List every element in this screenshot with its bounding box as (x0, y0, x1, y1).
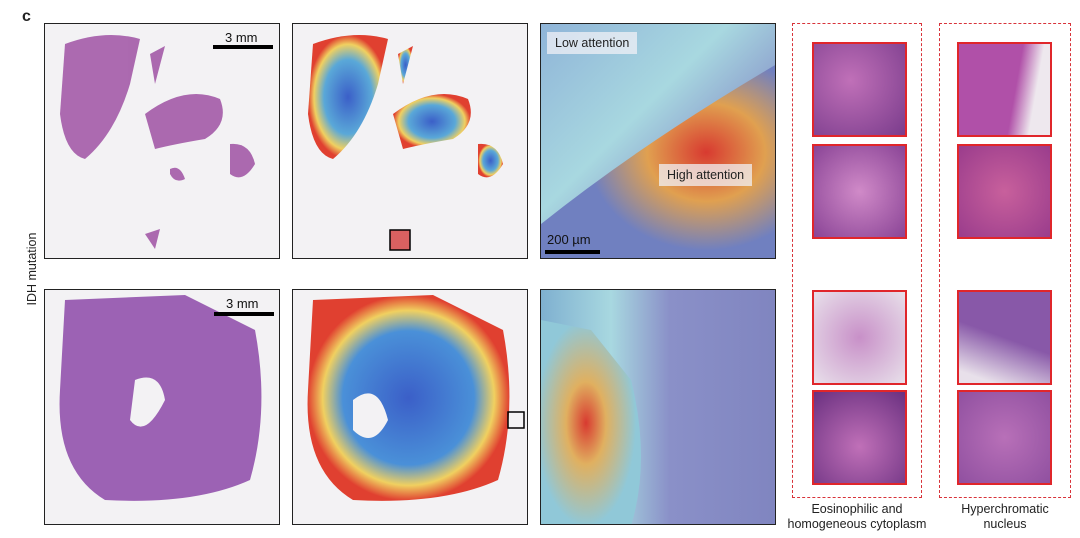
patch-tile (812, 144, 907, 239)
feature-group-box (792, 23, 922, 498)
scale-bar-label: 3 mm (225, 30, 258, 45)
patch-tile (957, 144, 1052, 239)
zoomed-attention-row1: Low attention High attention 200 µm (540, 23, 776, 259)
feature-group-box (939, 23, 1071, 498)
patch-tile (812, 290, 907, 385)
attention-heatmap-row2 (292, 289, 528, 525)
patch-tile (957, 42, 1052, 137)
row-label: IDH mutation (25, 232, 39, 306)
caption-line: homogeneous cytoplasm (787, 517, 927, 531)
scale-bar-label: 200 µm (547, 232, 591, 247)
caption-line: nucleus (983, 517, 1027, 531)
high-attention-label: High attention (659, 164, 753, 186)
low-attention-label: Low attention (547, 32, 638, 54)
patch-tile (812, 390, 907, 485)
scale-bar (213, 45, 273, 49)
caption-line: Hyperchromatic (961, 502, 1049, 516)
wsi-he-row2: 3 mm (44, 289, 280, 525)
scale-bar-label: 3 mm (226, 296, 259, 311)
patch-tile (812, 42, 907, 137)
feature-caption: Eosinophilic and homogeneous cytoplasm (778, 502, 936, 532)
patch-tile (957, 390, 1052, 485)
caption-line: Eosinophilic and (811, 502, 903, 516)
scale-bar (545, 250, 600, 254)
zoomed-attention-row2 (540, 289, 776, 525)
wsi-he-row1 (44, 23, 280, 259)
feature-caption: Hyperchromatic nucleus (935, 502, 1075, 532)
attention-heatmap-row1 (292, 23, 528, 259)
patch-tile (957, 290, 1052, 385)
scale-bar (214, 312, 274, 316)
panel-letter: c (22, 8, 31, 25)
